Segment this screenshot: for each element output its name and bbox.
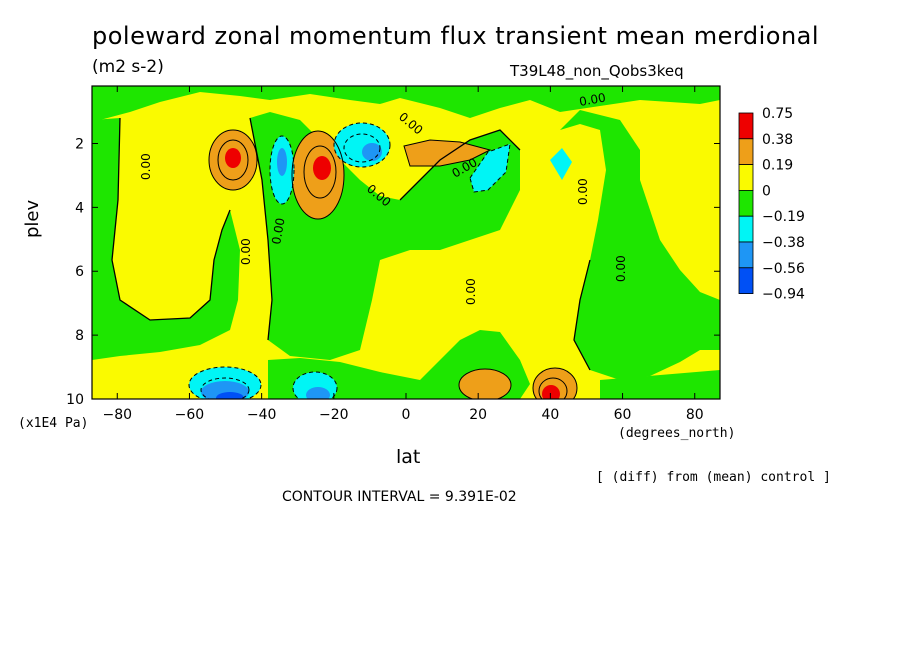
contour-label: 0.00: [578, 91, 607, 109]
x-tick-label: 40: [541, 407, 559, 423]
contour-line-negative: [188, 366, 262, 399]
colorbar-swatch: [738, 112, 754, 140]
negative-contours: [188, 122, 511, 399]
chart-units: (m2 s-2): [92, 57, 164, 77]
zero-contour: [111, 117, 231, 321]
red-max-south-2: [313, 156, 331, 180]
y-tick-label: 6: [75, 264, 84, 280]
contour-line-negative: [469, 143, 511, 193]
darkblue-regions: [216, 392, 244, 399]
contour-line: [532, 367, 578, 399]
contour-label: 0.00: [139, 153, 153, 180]
colorbar-label: −0.56: [762, 261, 805, 277]
green-region-top: [92, 86, 720, 120]
y-tick-label: 8: [75, 328, 84, 344]
colorbar-swatch: [738, 189, 754, 217]
contour-label: 0.00: [576, 178, 590, 205]
x-axis-label: lat: [396, 446, 421, 468]
contour-label: 0.00: [239, 238, 253, 265]
colorbar-swatch: [738, 267, 754, 294]
contour-label: 0.00: [269, 217, 287, 246]
colorbar-label: 0.19: [762, 158, 793, 174]
cyan-north-2: [550, 148, 572, 180]
contour-line: [217, 139, 249, 181]
zero-contour: [573, 259, 591, 371]
blue-lower-south: [201, 381, 249, 399]
plot-area: 0.00 0.00 0.00 0.00 0.00 0.00 0.00 0.00 …: [92, 86, 720, 399]
contour-line: [458, 368, 512, 399]
red-max-north: [542, 385, 560, 399]
contour-line: [403, 139, 492, 167]
blue-lower-south-2: [306, 387, 330, 399]
x-tick-label: −80: [102, 407, 132, 423]
y-tick-label: 10: [66, 392, 84, 408]
cyan-north-1: [470, 144, 510, 192]
green-region-left: [92, 118, 240, 360]
y-tick-label: 2: [75, 136, 84, 152]
colorbar-label: −0.38: [762, 235, 805, 251]
zero-contour: [399, 129, 521, 201]
contour-line-negative: [343, 133, 381, 163]
experiment-label: T39L48_non_Qobs3keq: [510, 62, 684, 80]
chart-title: poleward zonal momentum flux transient m…: [92, 22, 820, 50]
x-tick-label: 0: [402, 407, 411, 423]
contour-line: [208, 129, 258, 191]
contour-label: 0.00: [464, 278, 478, 305]
red-max-south-1: [225, 148, 241, 168]
colorbar-label: 0.38: [762, 132, 793, 148]
blue-regions: [201, 143, 382, 399]
red-regions: [225, 148, 560, 399]
contour-line-negative: [333, 122, 391, 168]
x-axis-unit: (degrees_north): [618, 426, 736, 441]
colorbar-swatch: [738, 164, 754, 191]
green-region-stripe: [600, 370, 720, 399]
colorbar: 0.75 0.38 0.19 0 −0.19 −0.38 −0.56 −0.94: [738, 106, 805, 303]
colorbar-swatch: [738, 138, 754, 166]
y-axis-unit: (x1E4 Pa): [18, 416, 89, 431]
zero-contours: [111, 117, 591, 371]
x-tick-label: −40: [247, 407, 277, 423]
blue-south-2: [362, 143, 382, 161]
contour-line: [538, 377, 568, 399]
contour-label: 0.00: [614, 255, 628, 282]
y-tick-label: 4: [75, 200, 84, 216]
orange-lower-north-1: [459, 369, 511, 399]
contour-line: [291, 130, 345, 220]
x-tick-label: 60: [614, 407, 632, 423]
diff-note: [ (diff) from (mean) control ]: [596, 470, 831, 485]
colorbar-label: −0.19: [762, 209, 805, 225]
blue-south-1: [277, 148, 287, 176]
y-axis-ticks: 2 4 6 8 10: [66, 136, 720, 408]
contour-line-negative: [269, 135, 295, 205]
x-tick-label: −60: [175, 407, 205, 423]
x-tick-label: −20: [319, 407, 349, 423]
contour-interval: CONTOUR INTERVAL = 9.391E-02: [282, 489, 517, 505]
x-tick-label: 80: [686, 407, 704, 423]
colorbar-label: −0.94: [762, 287, 805, 303]
darkblue-lower-south: [216, 392, 244, 399]
contour-lines: [208, 129, 578, 399]
colorbar-label: 0: [762, 183, 771, 199]
x-tick-label: 20: [469, 407, 487, 423]
colorbar-swatch: [738, 241, 754, 269]
contour-line: [303, 145, 337, 199]
colorbar-swatch: [738, 215, 754, 243]
zero-contour: [249, 117, 273, 341]
orange-region-jet: [404, 140, 490, 166]
contour-line-negative: [292, 371, 338, 399]
colorbar-label: 0.75: [762, 106, 793, 122]
green-region-right: [540, 110, 720, 380]
contour-line-negative: [200, 377, 250, 399]
x-axis-ticks: −80 −60 −40 −20 0 20 40 60 80: [102, 86, 704, 423]
